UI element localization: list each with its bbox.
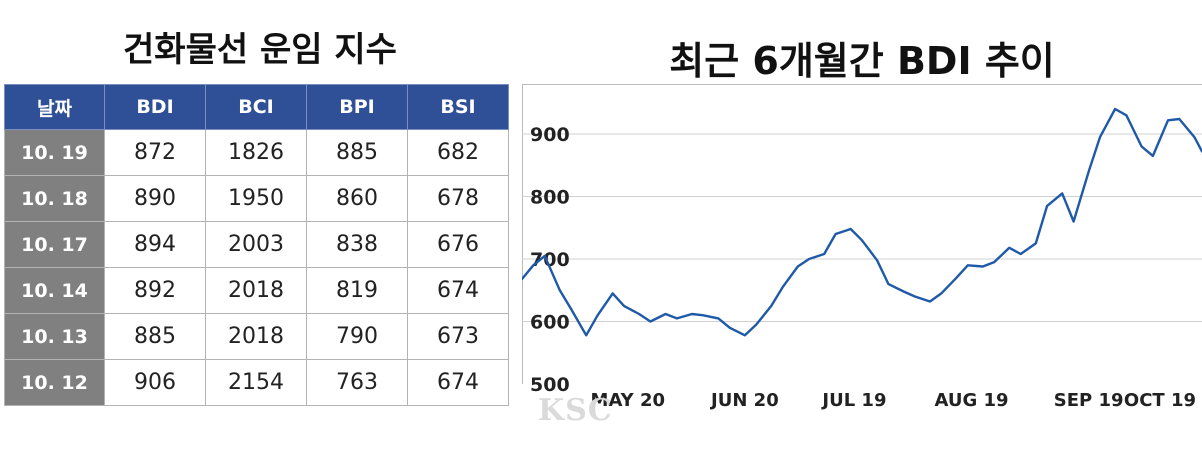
bpi-cell: 790 [306,313,408,360]
bdi-chart: 500 600 700 800 900 MAY 20 JUN 20 JUL 19 AUG 19 S… [522,84,1202,424]
bdi-cell: 894 [104,221,206,268]
y-tick-label: 900 [530,124,570,146]
table-row: 10. 12 906 2154 763 674 [4,359,509,406]
bci-cell: 2003 [205,221,307,268]
date-cell: 10. 12 [4,359,105,406]
ksc-watermark: KSC [538,393,613,428]
bsi-cell: 676 [407,221,509,268]
date-cell: 10. 19 [4,129,105,176]
bci-cell: 1950 [205,175,307,222]
bpi-cell: 885 [306,129,408,176]
bci-cell: 1826 [205,129,307,176]
chart-title: 최근 6개월간 BDI 추이 [669,39,1055,83]
x-tick-label: JUL 19 [820,390,886,411]
x-tick-label: MAY 20 [591,390,665,411]
header-date: 날짜 [4,84,105,130]
bsi-cell: 674 [407,359,509,406]
bdi-series-line [522,107,1202,337]
table-title: 건화물선 운임 지수 [123,30,397,70]
bdi-cell: 890 [104,175,206,222]
y-tick-label: 600 [530,312,570,334]
table-row: 10. 13 885 2018 790 673 [4,313,509,360]
y-tick-label: 700 [530,249,570,271]
header-bpi: BPI [306,84,408,130]
x-tick-label: OCT 19 [1124,390,1196,411]
header-bsi: BSI [407,84,509,130]
bdi-cell: 906 [104,359,206,406]
x-tick-label: JUN 20 [709,390,779,411]
bdi-cell: 885 [104,313,206,360]
y-tick-label: 500 [530,374,570,396]
y-tick-label: 800 [530,187,570,209]
freight-index-table: 날짜 BDI BCI BPI BSI 10. 19 872 1826 885 6… [4,84,509,406]
bpi-cell: 819 [306,267,408,314]
bpi-cell: 838 [306,221,408,268]
table-row: 10. 14 892 2018 819 674 [4,267,509,314]
table-row: 10. 19 872 1826 885 682 [4,129,509,176]
bci-cell: 2154 [205,359,307,406]
header-bci: BCI [205,84,307,130]
bpi-cell: 763 [306,359,408,406]
date-cell: 10. 13 [4,313,105,360]
bsi-cell: 674 [407,267,509,314]
bsi-cell: 673 [407,313,509,360]
date-cell: 10. 14 [4,267,105,314]
bpi-cell: 860 [306,175,408,222]
header-bdi: BDI [104,84,206,130]
table-header-row: 날짜 BDI BCI BPI BSI [4,84,509,130]
date-cell: 10. 17 [4,221,105,268]
bdi-cell: 892 [104,267,206,314]
bci-cell: 2018 [205,313,307,360]
x-tick-label: SEP 19 [1054,390,1124,411]
bsi-cell: 678 [407,175,509,222]
bdi-chart-svg: 500 600 700 800 900 MAY 20 JUN 20 JUL 19 AUG 19 S… [522,84,1202,411]
table-row: 10. 17 894 2003 838 676 [4,221,509,268]
x-tick-label: AUG 19 [935,390,1009,411]
date-cell: 10. 18 [4,175,105,222]
table-row: 10. 18 890 1950 860 678 [4,175,509,222]
bci-cell: 2018 [205,267,307,314]
bdi-cell: 872 [104,129,206,176]
bsi-cell: 682 [407,129,509,176]
